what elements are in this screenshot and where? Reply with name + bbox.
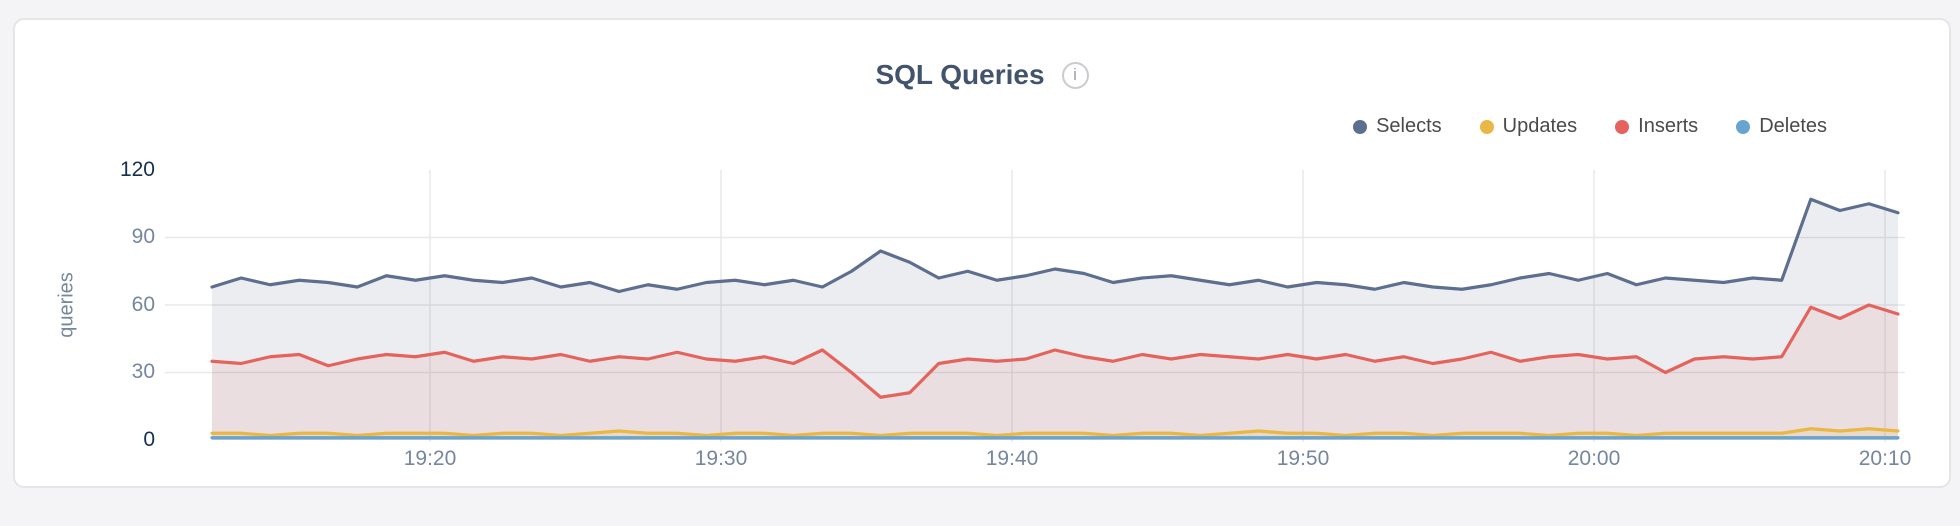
y-tick-30: 30 (131, 360, 155, 383)
legend-item-selects[interactable]: Selects (1353, 115, 1442, 138)
x-tick-1940: 19:40 (985, 447, 1039, 470)
legend-label-selects: Selects (1376, 115, 1442, 137)
line-selects (210, 197, 1900, 294)
chart-panel: SQL Queries i Selects Updates Inserts De… (13, 18, 1951, 488)
y-tick-90: 90 (131, 225, 155, 248)
legend-swatch-inserts (1615, 119, 1630, 134)
x-tick-1950: 19:50 (1276, 447, 1330, 470)
area-fill-updates (212, 428, 1898, 440)
x-tick-1920: 19:20 (403, 447, 457, 470)
info-icon[interactable]: i (1061, 61, 1089, 89)
chart-title: SQL Queries (875, 59, 1045, 90)
x-tick-2000: 20:00 (1567, 447, 1621, 470)
legend-label-inserts: Inserts (1638, 115, 1699, 137)
y-tick-120: 120 (119, 158, 155, 181)
legend-swatch-selects (1353, 119, 1368, 134)
legend-item-deletes[interactable]: Deletes (1736, 115, 1827, 138)
legend-item-inserts[interactable]: Inserts (1615, 115, 1698, 138)
area-fill-deletes (212, 437, 1898, 440)
legend-label-deletes: Deletes (1759, 115, 1827, 137)
area-fill-selects (212, 199, 1898, 440)
line-inserts (210, 303, 1900, 399)
legend-swatch-updates (1479, 119, 1494, 134)
legend-swatch-deletes (1736, 119, 1751, 134)
y-tick-0: 0 (143, 428, 155, 451)
area-fill-inserts (212, 305, 1898, 440)
y-axis-title: queries (55, 272, 78, 338)
x-tick-1930: 19:30 (694, 447, 748, 470)
chart-header: SQL Queries i (15, 59, 1949, 91)
info-icon-glyph: i (1073, 65, 1077, 85)
y-tick-60: 60 (131, 293, 155, 316)
line-updates (210, 427, 1900, 438)
legend-label-updates: Updates (1502, 115, 1578, 137)
legend-item-updates[interactable]: Updates (1479, 115, 1578, 138)
legend: Selects Updates Inserts Deletes (1353, 115, 1827, 138)
x-tick-2010: 20:10 (1858, 447, 1912, 470)
